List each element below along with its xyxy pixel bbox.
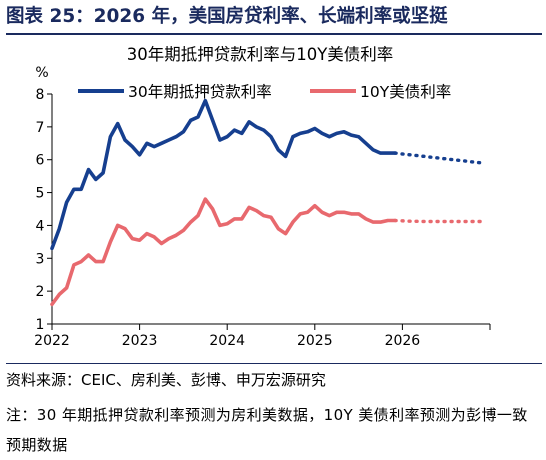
y-tick-label: 5 <box>36 186 45 202</box>
line-chart: 30年期抵押贷款利率与10Y美债利率 % 30年期抵押贷款利率 10Y美债利率 … <box>34 45 491 349</box>
y-tick-label: 8 <box>36 87 45 103</box>
forecast-line-treasury <box>393 218 485 224</box>
y-tick-label: 3 <box>36 251 45 267</box>
y-tick-label: 6 <box>36 153 45 169</box>
series-lines <box>50 98 485 307</box>
legend: 30年期抵押贷款利率 10Y美债利率 <box>78 83 451 101</box>
x-tick-label: 2026 <box>385 333 421 349</box>
x-tick-label: 2024 <box>209 333 245 349</box>
x-tick-label: 2023 <box>122 333 158 349</box>
chart-title: 30年期抵押贷款利率与10Y美债利率 <box>127 45 394 64</box>
bottom-rule <box>6 363 542 364</box>
series-line-treasury <box>50 197 397 307</box>
y-tick-label: 2 <box>36 284 45 300</box>
y-tick-label: 7 <box>36 120 45 136</box>
source-note: 资料来源：CEIC、房利美、彭博、申万宏源研究 <box>6 371 326 389</box>
legend-label-treasury: 10Y美债利率 <box>360 83 451 101</box>
series-line-mortgage <box>50 98 397 251</box>
title-rule <box>6 33 542 35</box>
footnote: 注：30 年期抵押贷款利率预测为房利美数据，10Y 美债利率预测为彭博一致预期数… <box>6 406 528 454</box>
x-tick-label: 2022 <box>34 333 70 349</box>
x-tick-label: 2025 <box>297 333 333 349</box>
forecast-line-mortgage <box>393 151 485 165</box>
y-tick-label: 4 <box>36 218 45 234</box>
axes <box>47 93 491 330</box>
figure-title: 图表 25：2026 年，美国房贷利率、长端利率或坚挺 <box>6 6 448 27</box>
y-tick-label: 1 <box>36 317 45 333</box>
x-tick-labels: 2022 2023 2024 2025 2026 <box>34 333 420 349</box>
y-axis-unit: % <box>35 65 48 81</box>
y-tick-labels: 1 2 3 4 5 6 7 8 <box>36 87 45 333</box>
legend-label-mortgage: 30年期抵押贷款利率 <box>128 83 272 101</box>
